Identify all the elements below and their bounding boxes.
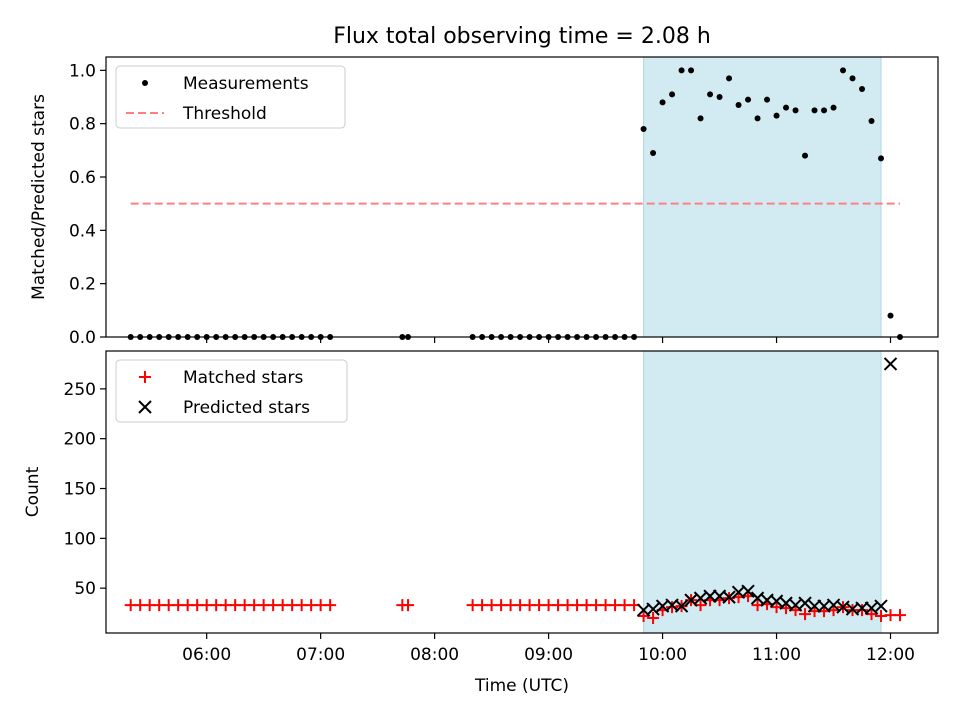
measurement-point: [887, 312, 894, 319]
measurement-point: [650, 150, 657, 156]
predicted-stars-point: [674, 599, 689, 613]
measurement-point: [821, 107, 828, 114]
x-tick-label: 12:00: [866, 645, 915, 665]
measurement-point: [859, 86, 866, 92]
matched-stars-point: [637, 610, 650, 623]
predicted-stars-point: [741, 584, 755, 598]
legend-entry-label: Predicted stars: [183, 398, 310, 418]
x-tick-label: 10:00: [638, 645, 687, 665]
legend: Measurements Threshold: [115, 65, 346, 129]
axes-frame: [105, 56, 939, 338]
measurement-point: [669, 91, 676, 98]
measurement-point: [773, 112, 780, 119]
observing-window-shading: [643, 350, 882, 634]
measurement-point: [745, 96, 752, 103]
x-tick-label: 11:00: [752, 645, 801, 665]
y-tick-label: 0.4: [69, 221, 96, 241]
measurement-point: [735, 102, 742, 108]
y-axis-label: Matched/Predicted stars: [29, 94, 49, 300]
measurement-point: [678, 67, 685, 74]
matched-stars-point: [647, 612, 660, 625]
measurement-point: [802, 152, 809, 159]
legend-box: [115, 359, 348, 423]
observing-window-shading: [643, 56, 882, 338]
measurement-point: [640, 126, 647, 132]
measurement-point: [840, 67, 847, 74]
y-tick-label: 250: [64, 380, 96, 400]
predicted-stars-point: [703, 589, 717, 603]
x-tick-label: 09:00: [524, 645, 573, 665]
y-tick-label: 200: [64, 430, 96, 450]
measurement-point: [830, 104, 837, 111]
measurement-point: [707, 91, 714, 98]
predicted-stars-point: [722, 590, 736, 604]
measurement-point: [764, 96, 771, 103]
predicted-stars-point: [646, 602, 660, 616]
x-tick-label: 06:00: [182, 645, 231, 665]
measurement-point: [716, 94, 723, 100]
predicted-stars-point: [798, 596, 812, 610]
measurement-point: [726, 75, 733, 82]
legend: Matched stars Predicted stars: [115, 359, 348, 423]
matched-stars-point: [856, 604, 869, 617]
measurement-point: [811, 107, 818, 114]
y-tick-label: 0.6: [69, 168, 96, 188]
x-axis-label: Time (UTC): [474, 676, 569, 696]
predicted-stars-point: [883, 357, 898, 371]
legend-entry-label: Matched stars: [183, 368, 303, 388]
series-predicted-stars: [636, 357, 898, 617]
x-tick-label: 07:00: [296, 645, 345, 665]
legend-entry-label: Threshold: [182, 104, 267, 124]
y-tick-label: 50: [74, 579, 96, 599]
legend-marker-dot: [142, 80, 148, 86]
measurement-point: [697, 115, 704, 122]
legend-marker-x: [138, 400, 152, 414]
matched-stars-point: [324, 599, 337, 612]
x-tick-label: 08:00: [410, 645, 459, 665]
ratio-panel: 0.0 0.2 0.4 0.6 0.8 1.0 Matched/Predicted star…: [29, 56, 939, 348]
y-tick-label: 100: [64, 529, 96, 549]
y-tick-label: 0.0: [69, 328, 96, 348]
axes-frame: [105, 350, 939, 634]
y-tick-label: 150: [64, 480, 96, 500]
panels-layer: 0.0 0.2 0.4 0.6 0.8 1.0 Matched/Predicted star…: [23, 56, 939, 665]
measurement-point: [659, 99, 666, 106]
legend-entry-label: Measurements: [183, 74, 309, 94]
matched-stars-point: [894, 609, 907, 622]
y-tick-label: 0.8: [69, 115, 96, 135]
y-axis-label: Count: [23, 466, 43, 517]
legend-marker-plus: [139, 371, 151, 383]
measurement-point: [688, 67, 695, 74]
measurement-point: [754, 115, 761, 122]
measurement-point: [868, 118, 875, 124]
predicted-stars-point: [807, 599, 822, 613]
chart-title: Flux total observing time = 2.08 h: [333, 24, 711, 49]
y-tick-label: 0.2: [69, 275, 96, 295]
matched-stars-point: [402, 599, 415, 612]
measurement-point: [783, 104, 790, 111]
legend-box: [115, 65, 346, 129]
y-tick-label: 1.0: [69, 61, 96, 81]
predicted-stars-point: [874, 599, 888, 613]
predicted-stars-point: [855, 601, 869, 615]
measurement-point: [849, 75, 856, 82]
matched-stars-point: [799, 608, 812, 621]
count-panel: 50 100 150 200 250 06:00 07:00 08:00 09:00 10:00 1…: [23, 350, 939, 665]
measurement-point: [878, 155, 885, 162]
measurement-point: [792, 107, 799, 114]
